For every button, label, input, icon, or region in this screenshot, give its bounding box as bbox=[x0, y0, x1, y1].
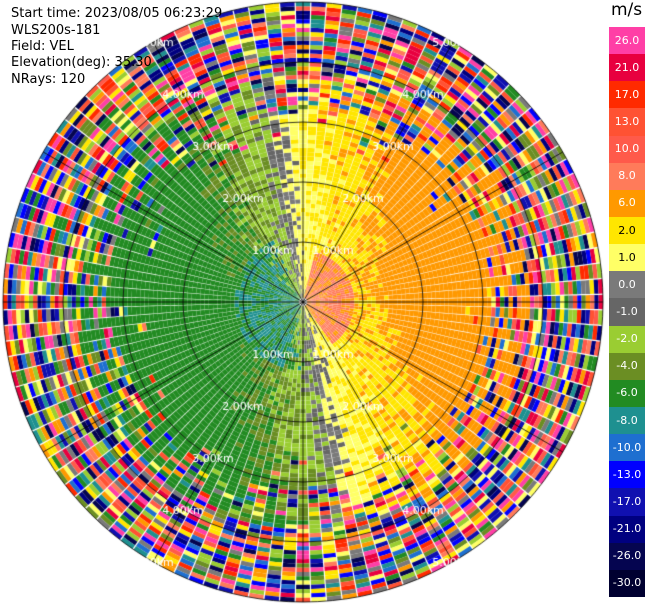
colorbar-label: -30.0 bbox=[612, 576, 642, 590]
colorbar-segment bbox=[609, 461, 645, 489]
elevation-text: Elevation(deg): 35.30 bbox=[11, 55, 152, 70]
colorbar-label: -21.0 bbox=[612, 522, 642, 536]
nrays-text: NRays: 120 bbox=[11, 72, 86, 87]
colorbar-label: 26.0 bbox=[614, 33, 640, 47]
colorbar: 26.0 21.0 17.0 13.0 10.0 8.0 6.0 2.0 1.0 0.0 -1.0 -… bbox=[609, 27, 645, 598]
colorbar-segment bbox=[609, 271, 645, 299]
colorbar-segment bbox=[609, 298, 645, 327]
colorbar-segment bbox=[609, 542, 645, 571]
colorbar-label: 2.0 bbox=[618, 223, 636, 237]
colorbar-segment bbox=[609, 352, 645, 381]
colorbar-segment bbox=[609, 379, 645, 408]
colorbar-segment bbox=[609, 488, 645, 517]
colorbar-segment bbox=[609, 515, 645, 544]
colorbar-label: 21.0 bbox=[614, 60, 640, 74]
colorbar-segment bbox=[609, 81, 645, 109]
colorbar-label: -4.0 bbox=[616, 359, 638, 373]
colorbar-segment bbox=[609, 407, 645, 435]
colorbar-segment bbox=[609, 434, 645, 462]
colorbar-label: 1.0 bbox=[618, 250, 636, 264]
colorbar-label: -13.0 bbox=[612, 467, 642, 481]
colorbar-segment bbox=[609, 108, 645, 137]
colorbar-segment bbox=[609, 569, 645, 598]
colorbar-segment bbox=[609, 189, 645, 218]
colorbar-label: -10.0 bbox=[612, 440, 642, 454]
colorbar-segment bbox=[609, 325, 645, 354]
colorbar-label: 0.0 bbox=[618, 277, 636, 291]
field-text: Field: VEL bbox=[11, 39, 74, 54]
colorbar-label: -1.0 bbox=[616, 305, 638, 318]
colorbar-segment bbox=[609, 217, 645, 245]
colorbar-unit: m/s bbox=[611, 0, 643, 20]
colorbar-segment bbox=[609, 27, 645, 55]
colorbar-label: 17.0 bbox=[614, 87, 640, 101]
colorbar-label: -8.0 bbox=[616, 413, 638, 427]
colorbar-label: 6.0 bbox=[618, 196, 636, 210]
start-time-text: Start time: 2023/08/05 06:23:29 bbox=[11, 6, 223, 21]
colorbar-label: 8.0 bbox=[618, 169, 636, 183]
colorbar-segment bbox=[609, 162, 645, 191]
colorbar-label: 10.0 bbox=[614, 142, 640, 156]
instrument-text: WLS200s-181 bbox=[11, 23, 101, 38]
colorbar-label: 13.0 bbox=[614, 115, 640, 128]
colorbar-segment bbox=[609, 244, 645, 272]
colorbar-segment bbox=[609, 135, 645, 164]
colorbar-segment bbox=[609, 54, 645, 82]
colorbar-label: -17.0 bbox=[612, 495, 642, 508]
colorbar-label: -6.0 bbox=[616, 386, 638, 400]
colorbar-label: -2.0 bbox=[616, 332, 638, 346]
colorbar-label: -26.0 bbox=[612, 549, 642, 563]
